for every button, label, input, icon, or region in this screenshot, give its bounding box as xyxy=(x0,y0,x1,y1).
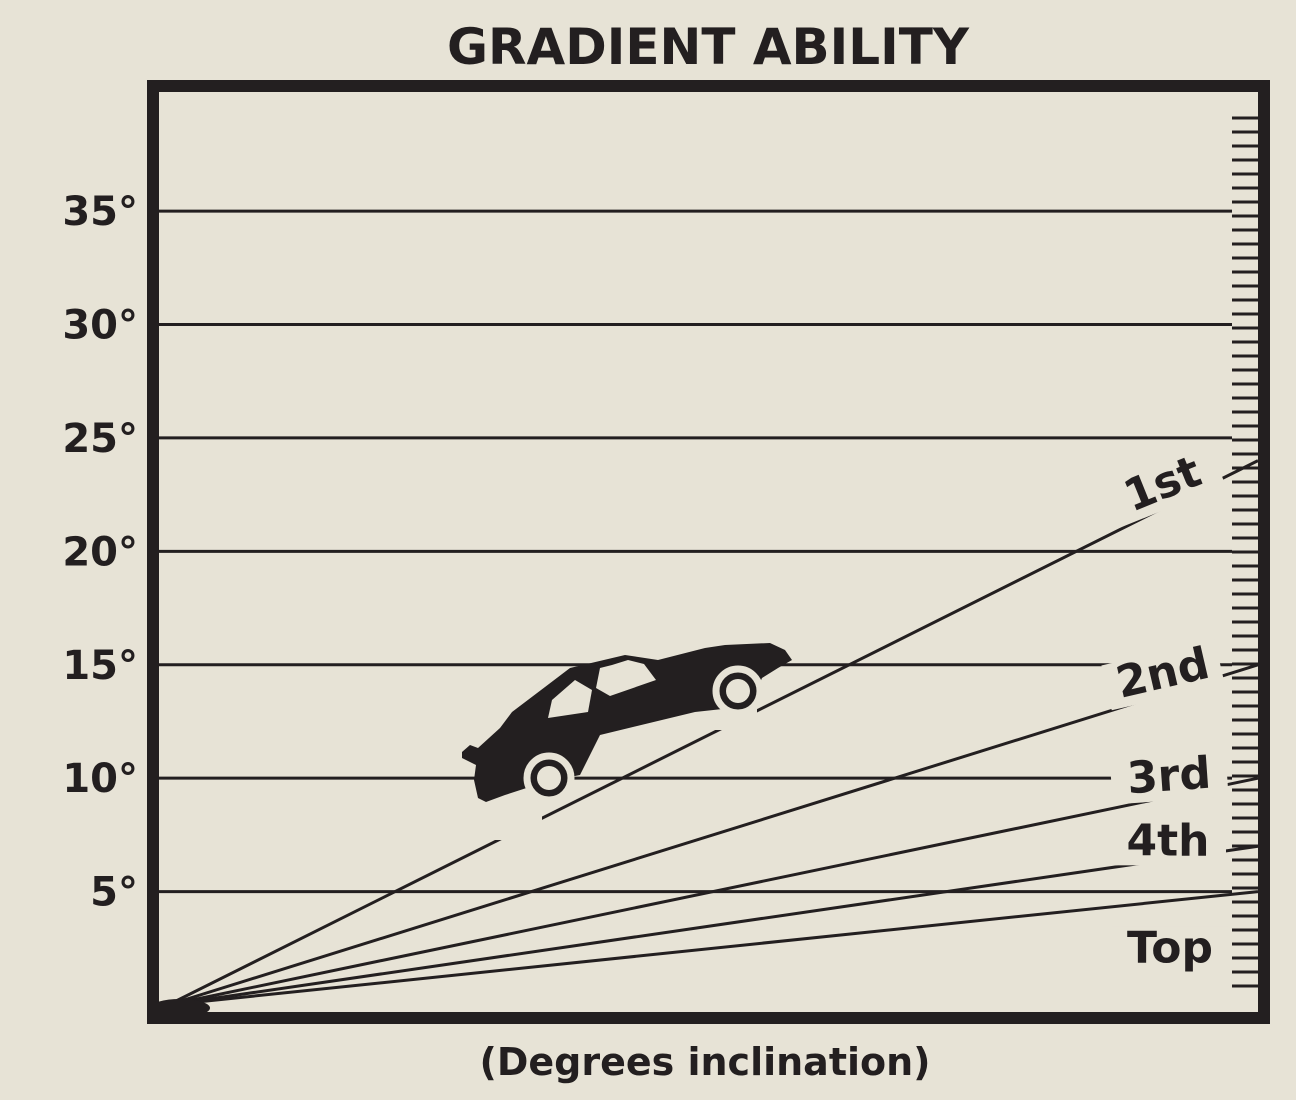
y-axis-ticks: 5° 10° 15° 20° 25° 30° 35° xyxy=(62,189,138,915)
y-tick-label-15: 15° xyxy=(62,643,138,689)
x-axis-label: (Degrees inclination) xyxy=(479,1040,930,1084)
series-line-3rd xyxy=(167,776,1259,1007)
right-scale-ticks xyxy=(1232,116,1258,988)
series-label-2nd: 2nd xyxy=(1111,638,1214,709)
car-icon xyxy=(462,643,792,840)
series-label-bg-3rd xyxy=(1109,750,1229,805)
series-label-bg-4th xyxy=(1110,819,1226,866)
y-tick-label-30: 30° xyxy=(62,303,138,349)
series-label-bg-Top xyxy=(1112,926,1228,973)
y-tick-label-25: 25° xyxy=(62,416,138,462)
series-label-Top: Top xyxy=(1127,923,1213,974)
y-tick-label-20: 20° xyxy=(62,529,138,575)
series-label-bg-2nd xyxy=(1101,639,1225,711)
series-line-Top xyxy=(167,890,1259,1007)
series-label-3rd: 3rd xyxy=(1125,748,1212,805)
y-tick-label-10: 10° xyxy=(62,756,138,802)
plot-frame xyxy=(147,80,1270,1024)
series-label-4th: 4th xyxy=(1127,815,1210,866)
y-tick-label-5: 5° xyxy=(90,870,138,916)
chart-title: GRADIENT ABILITY xyxy=(447,18,970,76)
series-line-2nd xyxy=(167,663,1259,1007)
grid-lines xyxy=(158,209,1232,894)
y-tick-label-35: 35° xyxy=(62,189,138,235)
series-line-1st xyxy=(167,459,1259,1007)
series-label-bg-1st xyxy=(1100,442,1226,529)
series-line-4th xyxy=(167,844,1259,1007)
